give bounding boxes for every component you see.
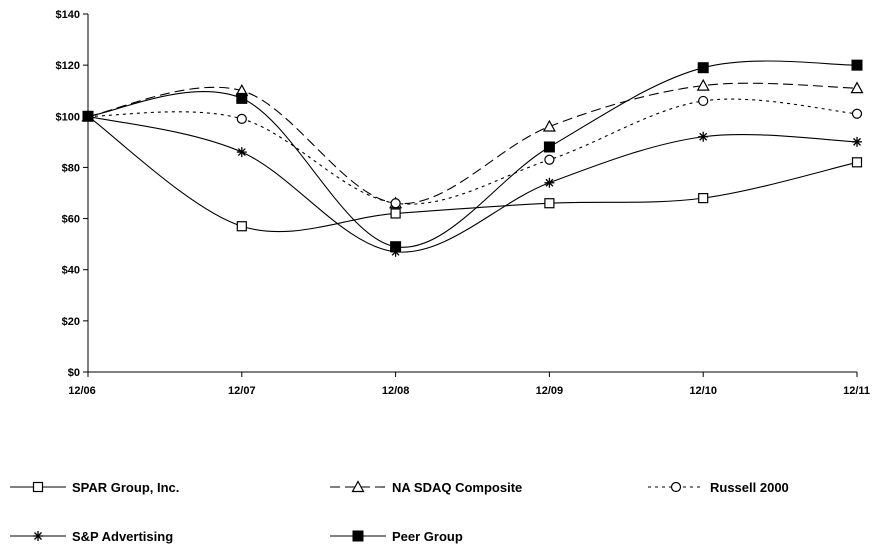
data-point [82, 110, 94, 122]
series-3 [83, 111, 862, 257]
y-tick-label: $0 [68, 367, 80, 379]
legend-item: Peer Group [330, 529, 463, 544]
legend-item: NA SDAQ Composite [330, 480, 522, 495]
legend-marker [33, 531, 43, 541]
data-point [851, 59, 863, 71]
legend-marker [32, 481, 44, 493]
series-2 [82, 95, 863, 209]
y-tick-label: $140 [56, 9, 80, 21]
y-tick-label: $120 [56, 60, 80, 72]
data-point [543, 141, 555, 153]
x-tick-label: 12/07 [228, 385, 256, 397]
data-point [236, 113, 247, 124]
data-point [236, 92, 248, 104]
series-4 [82, 59, 863, 253]
data-point [852, 136, 862, 147]
legend-item: S&P Advertising [10, 529, 173, 544]
series-line [87, 98, 858, 205]
chart-series-layer [81, 59, 864, 257]
data-point [698, 131, 709, 142]
x-tick-label: 12/06 [68, 385, 96, 397]
legend-item: SPAR Group, Inc. [10, 480, 179, 495]
legend-marker [351, 480, 365, 493]
data-point [698, 193, 709, 204]
data-point [544, 198, 555, 209]
legend-label: NA SDAQ Composite [392, 480, 522, 495]
data-point [236, 147, 247, 158]
legend-label: Peer Group [392, 529, 463, 544]
series-line [87, 60, 858, 248]
chart-legend: SPAR Group, Inc. NA SDAQ Composite Russell… [10, 480, 789, 544]
legend-marker [670, 481, 682, 493]
data-point [851, 108, 863, 119]
data-point [696, 78, 710, 91]
data-point [544, 177, 555, 188]
series-0 [82, 111, 863, 233]
x-tick-label: 12/10 [689, 385, 717, 397]
data-point [390, 208, 401, 219]
legend-label: SPAR Group, Inc. [72, 480, 179, 495]
data-point [698, 95, 709, 107]
y-tick-label: $80 [62, 162, 80, 174]
chart-axes: $0 $20 $40 $60 $80 $100 $120 $140 12/06 12/07 12/0… [56, 9, 870, 397]
data-point [851, 157, 863, 168]
y-tick-label: $40 [62, 265, 80, 277]
legend-label: S&P Advertising [72, 529, 173, 544]
legend-item: Russell 2000 [648, 480, 789, 495]
legend-label: Russell 2000 [710, 480, 789, 495]
x-tick-label: 12/11 [843, 385, 870, 397]
data-point [542, 119, 556, 132]
x-tick-label: 12/08 [382, 385, 410, 397]
series-line [87, 82, 858, 205]
series-line [87, 115, 858, 233]
y-tick-label: $100 [56, 111, 80, 123]
data-point [544, 154, 555, 165]
data-point [697, 62, 709, 74]
y-tick-label: $20 [62, 316, 80, 328]
x-tick-label: 12/09 [536, 385, 564, 397]
series-line [87, 115, 858, 253]
y-tick-label: $60 [62, 214, 80, 226]
data-point [390, 241, 402, 253]
legend-marker [352, 530, 364, 542]
data-point [850, 81, 864, 94]
data-point [236, 221, 247, 232]
data-point [390, 198, 401, 209]
